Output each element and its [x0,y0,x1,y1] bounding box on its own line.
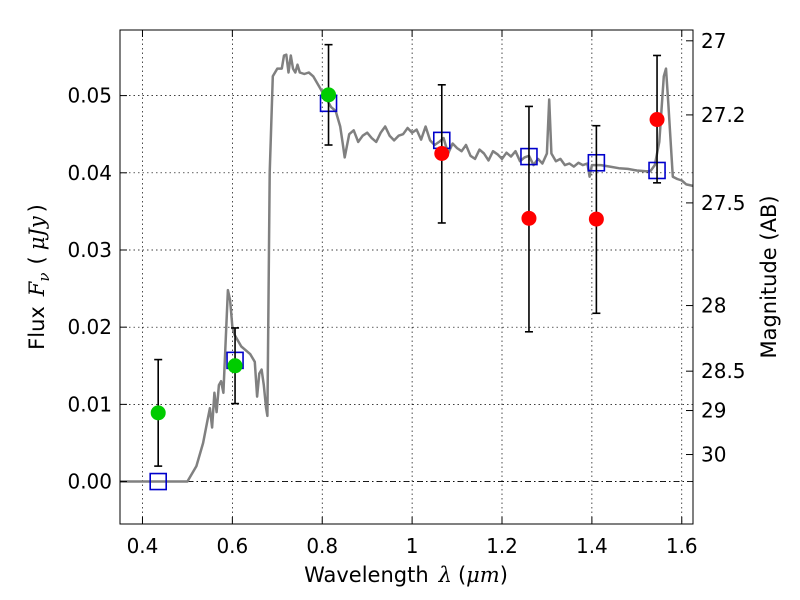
observed-photometry-point [588,211,604,227]
x-axis-unit-close: ) [500,563,508,587]
x-tick-label: 0.8 [306,534,338,558]
x-tick-label: 1.6 [666,534,698,558]
right-tick-label: 27.5 [701,191,746,215]
y-tick-label: 0.01 [67,392,112,416]
model-spectrum [120,53,694,483]
y-axis-symbol: F [25,280,49,297]
x-axis-unit-open: ( [458,563,466,587]
x-tick-label: 0.4 [127,534,159,558]
observed-photometry-point [150,405,166,421]
x-tick-label: 0.6 [216,534,248,558]
observed-photometry-point [521,210,537,226]
right-axis-ticks: 27 27.2 27.5 28 28.5 29 30 [686,29,746,467]
plot-frame [119,29,694,525]
x-axis-label: Wavelength λ (μm) [304,563,508,587]
right-tick-label: 29 [701,399,726,423]
x-axis-symbol: λ [438,563,452,587]
y-axis-ticks: 0.00 0.01 0.02 0.03 0.04 0.05 [67,84,127,494]
y-tick-label: 0.04 [67,161,112,185]
model-spectrum-line [120,53,694,483]
right-tick-label: 27.2 [701,103,746,127]
y-axis-unit: μJy [25,215,49,250]
observed-photometry-point [434,146,450,161]
observed-photometry-point [321,87,337,103]
x-axis-unit: μm [466,563,500,587]
x-axis-ticks: 0.4 0.6 0.8 1 1.2 1.4 1.6 [127,30,698,558]
observed-photometry-point [649,112,665,128]
right-axis-label: Magnitude (AB) [757,195,781,358]
y-axis-unit-close: ) [25,204,49,212]
x-tick-label: 1.2 [486,534,518,558]
observed-photometry-point [227,358,243,374]
x-tick-label: 1 [406,534,419,558]
y-axis-unit-open: ( [25,256,49,264]
y-tick-label: 0.03 [67,238,112,262]
right-tick-label: 30 [701,443,726,467]
right-tick-label: 28.5 [701,359,746,383]
y-axis-label-prefix: Flux [25,306,49,350]
y-tick-label: 0.05 [67,84,112,108]
right-tick-label: 27 [701,29,726,53]
y-tick-label: 0.00 [67,470,112,494]
y-axis-label: Flux Fν ( μJy) [25,204,53,350]
plot-area [120,30,693,524]
synthetic-photometry-marker [149,472,167,491]
x-tick-label: 1.4 [576,534,608,558]
observed-photometry [150,87,665,421]
right-tick-label: 28 [701,294,726,318]
x-axis-label-prefix: Wavelength [304,563,429,587]
y-tick-label: 0.02 [67,315,112,339]
y-axis-subscript: ν [35,272,53,281]
